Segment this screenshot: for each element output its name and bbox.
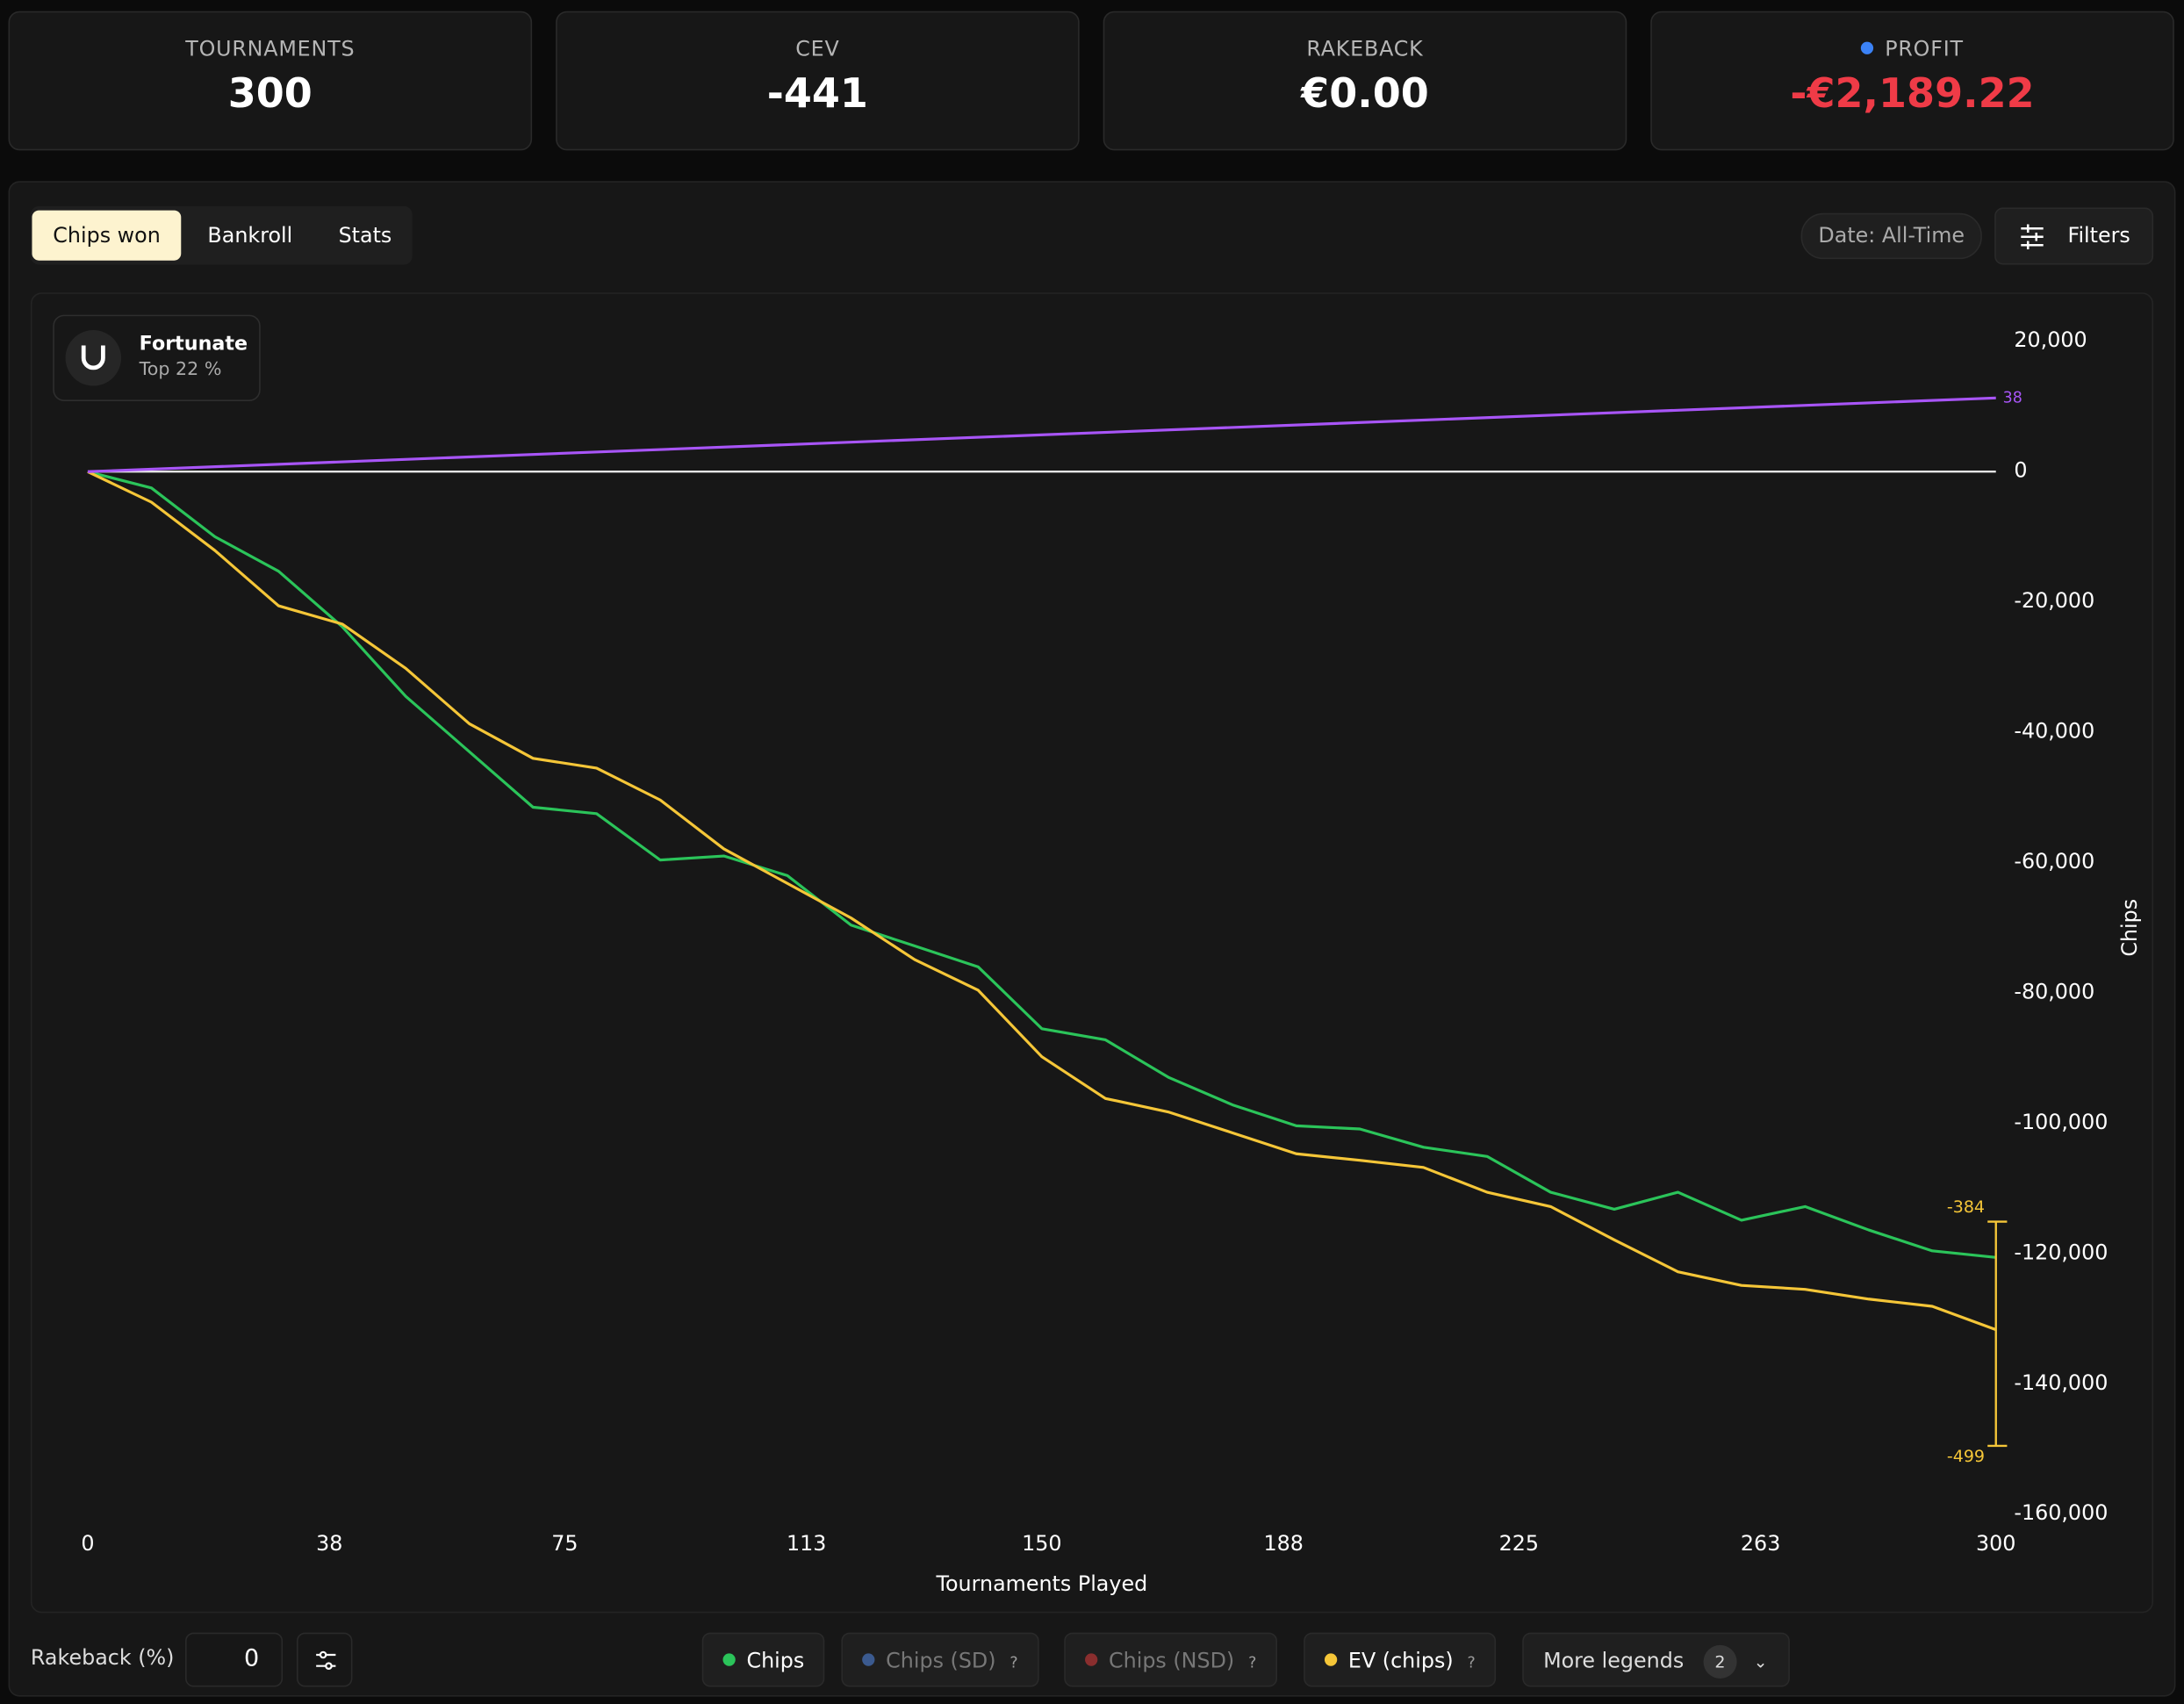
y-tick-label: -100,000: [2014, 1110, 2108, 1134]
legend-item[interactable]: Chips (NSD)?: [1064, 1632, 1278, 1687]
date-filter[interactable]: Date: All-Time: [1800, 212, 1982, 260]
x-tick-label: 188: [1263, 1531, 1303, 1556]
y-tick-label: -40,000: [2014, 719, 2094, 744]
x-axis-label: Tournaments Played: [935, 1571, 1147, 1596]
more-legends-count: 2: [1703, 1644, 1737, 1679]
series-line: [87, 470, 1996, 1259]
x-tick-label: 300: [1976, 1531, 2015, 1556]
legend-swatch: [862, 1653, 875, 1666]
filters-label: Filters: [2067, 222, 2130, 248]
y-tick-label: -60,000: [2014, 849, 2094, 874]
help-mark: ?: [1248, 1653, 1257, 1672]
x-tick-label: 113: [787, 1531, 826, 1556]
y-tick-label: -120,000: [2014, 1240, 2108, 1264]
stat-value: €0.00: [1301, 69, 1429, 118]
badge: Fortunate Top 22 %: [53, 314, 261, 401]
rakeback-input[interactable]: 0: [185, 1632, 284, 1687]
stat-card: RAKEBACK €0.00: [1103, 11, 1627, 151]
badge-subtitle: Top 22 %: [139, 359, 222, 381]
y-axis-label: Chips: [2117, 899, 2142, 957]
stat-label: TOURNAMENTS: [185, 36, 356, 61]
horseshoe: [81, 345, 105, 370]
stat-label: CEV: [795, 36, 840, 61]
x-tick-label: 38: [316, 1531, 342, 1556]
legend-label: Chips (NSD): [1109, 1648, 1235, 1673]
y-tick-label: -160,000: [2014, 1500, 2108, 1525]
y-tick-label: 0: [2014, 458, 2027, 483]
stat-label-row: PROFIT: [1652, 36, 2173, 61]
tab-bar: Chips won Bankroll Stats: [30, 205, 413, 265]
stat-label: RAKEBACK: [1306, 36, 1424, 61]
chart-area: [30, 292, 2154, 1614]
badge-title: Fortunate: [139, 333, 248, 356]
stat-label: PROFIT: [1885, 36, 1964, 61]
help-mark: ?: [1467, 1653, 1476, 1672]
x-tick-label: 150: [1022, 1531, 1061, 1556]
stat-card: PROFIT -€2,189.22: [1650, 11, 2174, 151]
chevron: ⌄: [1753, 1651, 1768, 1672]
y-tick-label: 20,000: [2014, 327, 2087, 352]
x-tick-label: 0: [81, 1531, 94, 1556]
filters-button[interactable]: Filters: [1994, 207, 2154, 265]
legend-item[interactable]: Chips (SD)?: [841, 1632, 1039, 1687]
x-tick-label: 75: [551, 1531, 578, 1556]
tab[interactable]: Stats: [338, 222, 392, 248]
stat-value: -441: [766, 69, 868, 118]
legend-swatch: [1085, 1653, 1098, 1666]
range-label: -384: [1947, 1197, 1985, 1217]
settings-icon: [316, 1650, 336, 1670]
legend-swatch: [722, 1653, 736, 1666]
x-tick-label: 263: [1741, 1531, 1780, 1556]
rakeback-label: Rakeback (%): [30, 1644, 175, 1671]
help-mark: ?: [1009, 1653, 1018, 1672]
stat-value: 300: [227, 69, 313, 118]
y-tick-label: -140,000: [2014, 1370, 2108, 1395]
status-dot: [1861, 41, 1874, 54]
stat-card: CEV -441: [556, 11, 1080, 151]
settings-button[interactable]: [296, 1632, 353, 1687]
legend-label: Chips (SD): [886, 1648, 996, 1673]
stat-value: -€2,189.22: [1790, 69, 2035, 118]
more-legends[interactable]: More legends 2 ⌄: [1522, 1632, 1790, 1687]
y-tick-label: -20,000: [2014, 588, 2094, 613]
more-legends-label: More legends: [1543, 1648, 1685, 1673]
filters-icon: [2021, 224, 2044, 250]
badge-icon: [65, 330, 122, 386]
tab[interactable]: Bankroll: [207, 222, 293, 248]
tab-active[interactable]: Chips won: [32, 210, 182, 261]
legend-label: EV (chips): [1347, 1648, 1454, 1673]
series-line: [87, 396, 1996, 473]
y-tick-label: -80,000: [2014, 979, 2094, 1003]
legend-label: Chips: [746, 1648, 805, 1673]
legend-item[interactable]: EV (chips)?: [1304, 1632, 1497, 1687]
legend-swatch: [1324, 1653, 1338, 1666]
end-label: 38: [2003, 389, 2022, 406]
range-label: -499: [1947, 1447, 1985, 1466]
x-tick-label: 225: [1499, 1531, 1539, 1556]
stat-card: TOURNAMENTS 300: [8, 11, 533, 151]
legend-item[interactable]: Chips: [701, 1632, 826, 1687]
series-line: [87, 470, 1997, 1332]
